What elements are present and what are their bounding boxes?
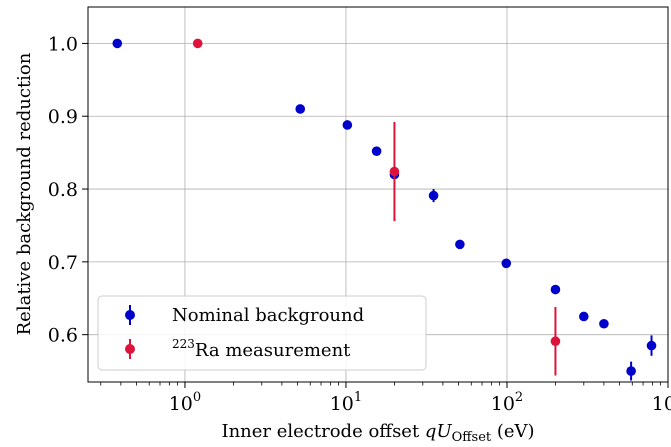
x-tick-label: 103 [652,390,671,415]
plot-frame [87,6,669,383]
legend-entry-nominal: Nominal background [125,305,364,326]
point-nominal [646,340,657,351]
y-axis-label: Relative background reduction [14,52,35,335]
point-nominal [455,239,465,250]
point-nominal [501,258,512,269]
point-nominal [295,104,306,114]
y-tick-label: 0.9 [48,106,78,128]
legend-marker-nominal [125,310,135,320]
point-nominal [112,38,123,49]
x-tick-label: 102 [491,390,523,415]
x-axis-label: Inner electrode offset qUOffset (eV) [221,421,534,445]
y-tick-label: 0.6 [48,325,78,347]
y-tick-label: 0.7 [48,252,78,274]
y-tick-label: 1.0 [48,33,78,55]
legend-label-nominal: Nominal background [172,305,364,326]
x-tick-label: 100 [169,390,201,415]
point-nominal [579,311,589,322]
point-nominal [626,366,636,376]
point-nominal [550,284,561,295]
point-radium [550,336,561,347]
legend-label-radium: 223Ra measurement [172,337,351,361]
point-nominal [371,146,382,156]
point-nominal [599,318,609,329]
legend-entry-radium: 223Ra measurement [125,337,351,361]
x-tick-label: 101 [330,390,362,415]
point-radium [192,38,203,49]
point-nominal [428,190,439,201]
point-radium [389,166,400,177]
axis-ticks: 100 101 102 103 0.6 0.7 0.8 0.9 1.0 [48,33,671,415]
data-marks [112,38,657,381]
point-nominal [342,120,353,130]
legend-frame [97,295,427,371]
legend: Nominal background 223Ra measurement [97,295,427,371]
legend-marker-radium [125,344,135,354]
y-tick-label: 0.8 [48,179,78,201]
